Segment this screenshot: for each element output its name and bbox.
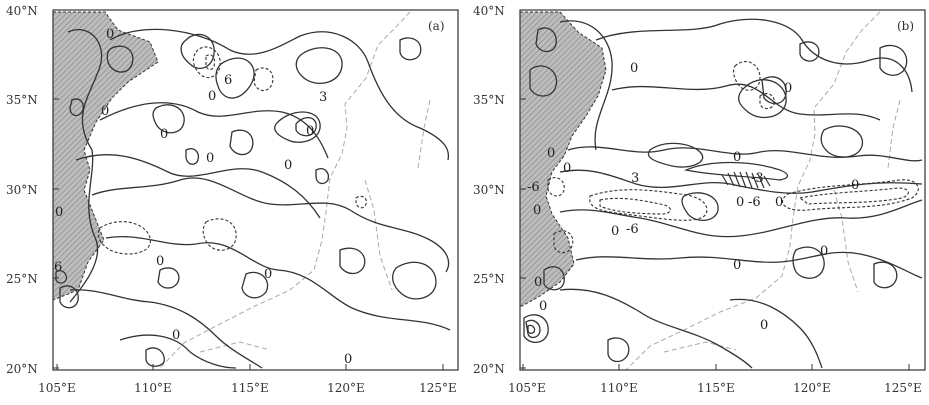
contour-label: 0	[106, 27, 114, 42]
contour-label: 0	[784, 81, 792, 96]
lon-tick-label: 110°E	[134, 381, 172, 395]
contour-label: 0	[101, 104, 109, 119]
contour-label: 0	[547, 146, 555, 161]
lon-tick-label: 120°E	[793, 381, 831, 395]
panel-b-plot-area	[520, 11, 923, 370]
contour-label: 0	[306, 124, 314, 139]
lat-tick-label: 25°N	[6, 272, 38, 286]
lon-tick-label: 115°E	[231, 381, 269, 395]
contour-label: 0	[264, 267, 272, 282]
contour-label: 0	[733, 258, 741, 273]
contour-label: 0	[733, 150, 741, 165]
contour-label: 0	[611, 224, 619, 239]
contour-label: 0	[160, 127, 168, 142]
lat-tick-label: 40°N	[473, 4, 505, 18]
panel-b-terrain-shading	[520, 11, 607, 307]
panel-a-frame	[52, 9, 459, 371]
lat-tick-label: 40°N	[6, 4, 38, 18]
lat-tick-label: 35°N	[473, 93, 505, 107]
lon-tick-label: 125°E	[884, 381, 922, 395]
lat-tick-label: 30°N	[6, 183, 38, 197]
contour-label: 0	[284, 158, 292, 173]
panel-a-coastline	[159, 11, 431, 369]
contour-label: 6	[224, 73, 232, 88]
panel-a-lon-labels: 105°E 110°E 115°E 120°E 125°E	[38, 381, 457, 395]
panel-b-dashed-contours	[547, 61, 919, 254]
panel-a-ticks	[53, 9, 444, 370]
contour-label: -3	[751, 171, 764, 186]
contour-label: 3	[631, 171, 639, 186]
panel-b-contours	[523, 18, 923, 369]
contour-label: 0	[760, 318, 768, 333]
panel-a-terrain-shading	[53, 11, 159, 301]
contour-label: 0	[206, 151, 214, 166]
contour-label: 0	[156, 254, 164, 269]
contour-label: 0	[208, 89, 216, 104]
lon-tick-label: 115°E	[697, 381, 735, 395]
contour-label: 0	[172, 328, 180, 343]
lon-tick-label: 105°E	[508, 381, 546, 395]
contour-label: 0	[630, 61, 638, 76]
panel-b-ticks	[520, 9, 910, 370]
lon-tick-label: 120°E	[327, 381, 365, 395]
panel-b-contour-labels: 0 0 0 0 0 0 0 0 0 0 0 -6 3 -3 0 -6 0 -6 …	[527, 61, 859, 333]
contour-label: -6	[626, 222, 639, 237]
panel-a-contour-labels: 0 0 0 0 0 0 0 0 0 0 6 6 3 0 0	[54, 27, 352, 367]
panel-b-coastline	[625, 11, 901, 370]
panel-b-steep-gradient-lines	[683, 161, 789, 189]
lon-tick-label: 105°E	[38, 381, 76, 395]
lat-tick-label: 20°N	[6, 362, 38, 376]
lon-tick-label: 110°E	[600, 381, 638, 395]
contour-label: 0	[534, 275, 542, 290]
panel-b-frame	[519, 9, 926, 371]
panel-b: (b) 40°N 35°N 30°N 25°N 20°N 105°E 110°E…	[473, 4, 926, 395]
contour-label: 3	[319, 90, 327, 105]
panel-a-dashed-contours	[97, 46, 367, 255]
contour-label: 0	[563, 161, 571, 176]
panel-a-plot-area	[53, 11, 451, 369]
contour-label: 0	[344, 352, 352, 367]
contour-label: 6	[54, 260, 62, 275]
contour-label: 0	[55, 205, 63, 220]
contour-label: 0	[736, 195, 744, 210]
lat-tick-label: 35°N	[6, 93, 38, 107]
lat-tick-label: 25°N	[473, 272, 505, 286]
contour-label: 0	[775, 195, 783, 210]
lon-tick-label: 125°E	[419, 381, 457, 395]
lat-tick-label: 30°N	[473, 183, 505, 197]
contour-label: 0	[539, 299, 547, 314]
panel-b-lon-labels: 105°E 110°E 115°E 120°E 125°E	[508, 381, 922, 395]
contour-label: 0	[533, 203, 541, 218]
panel-a-lat-labels: 40°N 35°N 30°N 25°N 20°N	[6, 4, 38, 376]
contour-label: 0	[851, 178, 859, 193]
panel-a: (a) 40°N 35°N 30°N 25°N 20°N 105°E 110°E…	[6, 4, 459, 395]
lat-tick-label: 20°N	[473, 362, 505, 376]
panel-b-label: (b)	[897, 19, 914, 33]
panel-a-contours	[55, 28, 451, 369]
panel-b-lat-labels: 40°N 35°N 30°N 25°N 20°N	[473, 4, 505, 376]
contour-label: -6	[748, 195, 761, 210]
contour-label: -6	[527, 180, 540, 195]
panel-a-label: (a)	[428, 19, 445, 33]
contour-label: 0	[820, 244, 828, 259]
